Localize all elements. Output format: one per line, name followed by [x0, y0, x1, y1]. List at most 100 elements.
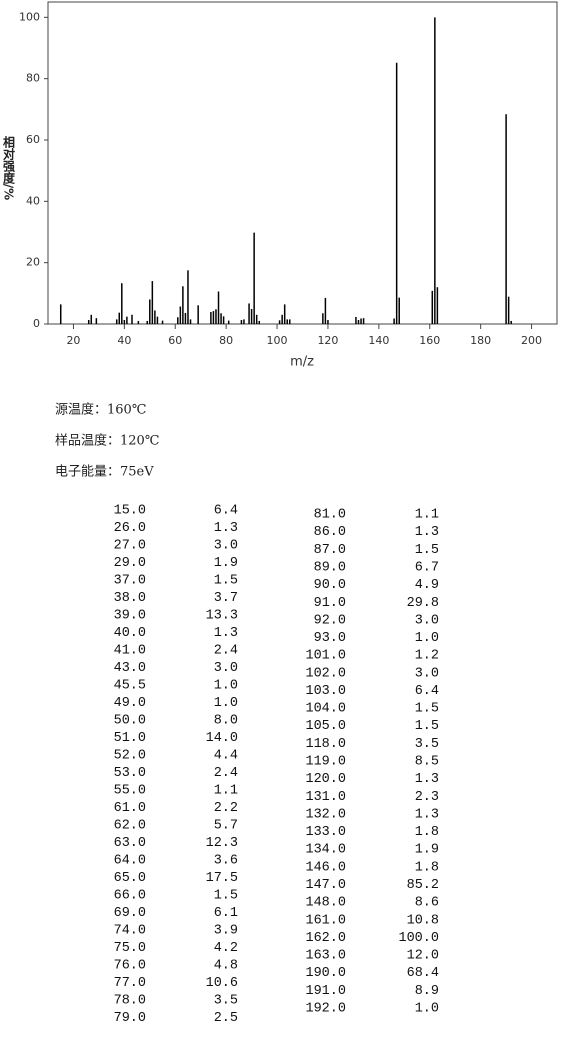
- mass-cell: 146.0: [305, 860, 346, 875]
- intensity-cell: 3.5: [214, 994, 238, 1009]
- intensity-cell: 1.3: [415, 807, 439, 822]
- mass-cell: 29.0: [114, 556, 146, 571]
- mass-cell: 51.0: [114, 731, 146, 746]
- intensity-cell: 2.2: [214, 801, 238, 816]
- mass-cell: 40.0: [114, 626, 146, 641]
- intensity-cell: 85.2: [407, 878, 439, 893]
- x-axis-label: m/z: [290, 355, 314, 370]
- intensity-cell: 1.3: [415, 525, 439, 540]
- x-tick-label: 160: [419, 334, 440, 347]
- y-tick-label: 0: [33, 317, 40, 330]
- mass-cell: 43.0: [114, 661, 146, 676]
- mass-cell: 79.0: [114, 1011, 146, 1026]
- mass-cell: 45.5: [114, 679, 146, 694]
- mass-cell: 191.0: [305, 984, 346, 999]
- intensity-cell: 17.5: [206, 871, 238, 886]
- plot-frame: [47, 1, 558, 325]
- intensity-cell: 6.4: [415, 684, 439, 699]
- y-tick-label: 100: [19, 10, 40, 23]
- mass-cell: 75.0: [114, 941, 146, 956]
- intensity-cell: 1.5: [415, 719, 439, 734]
- intensity-cell: 2.4: [214, 644, 238, 659]
- mass-cell: 103.0: [305, 684, 346, 699]
- mass-cell: 92.0: [314, 613, 346, 628]
- intensity-cell: 1.8: [415, 825, 439, 840]
- mass-cell: 65.0: [114, 871, 146, 886]
- intensity-cell: 3.0: [415, 666, 439, 681]
- intensity-cell: 6.1: [214, 906, 238, 921]
- mass-cell: 49.0: [114, 696, 146, 711]
- intensity-cell: 1.3: [214, 626, 238, 641]
- intensity-cell: 1.3: [415, 772, 439, 787]
- mass-cell: 118.0: [305, 737, 346, 752]
- x-tick-label: 100: [267, 334, 288, 347]
- intensity-cell: 6.7: [415, 560, 439, 575]
- intensity-cell: 3.7: [214, 591, 238, 606]
- intensity-cell: 8.0: [214, 714, 238, 729]
- intensity-cell: 2.5: [214, 1011, 238, 1026]
- mass-cell: 102.0: [305, 666, 346, 681]
- mass-cell: 90.0: [314, 578, 346, 593]
- intensity-cell: 4.9: [415, 578, 439, 593]
- y-axis-label: 相对强度/%: [2, 134, 16, 200]
- mass-cell: 134.0: [305, 843, 346, 858]
- intensity-cell: 1.0: [415, 631, 439, 646]
- mass-cell: 15.0: [114, 504, 146, 519]
- intensity-cell: 3.5: [415, 737, 439, 752]
- intensity-cell: 1.5: [415, 702, 439, 717]
- mass-cell: 69.0: [114, 906, 146, 921]
- intensity-cell: 10.8: [407, 913, 439, 928]
- mass-cell: 64.0: [114, 854, 146, 869]
- mass-cell: 89.0: [314, 560, 346, 575]
- intensity-cell: 14.0: [206, 731, 238, 746]
- intensity-cell: 8.9: [415, 984, 439, 999]
- intensity-cell: 2.4: [214, 766, 238, 781]
- mass-cell: 133.0: [305, 825, 346, 840]
- y-tick-label: 40: [26, 194, 40, 207]
- mass-cell: 87.0: [314, 543, 346, 558]
- intensity-cell: 1.1: [415, 508, 439, 523]
- intensity-cell: 12.3: [206, 836, 238, 851]
- info-line: 源温度：160℃: [55, 402, 146, 418]
- intensity-cell: 1.9: [214, 556, 238, 571]
- mass-cell: 161.0: [305, 913, 346, 928]
- intensity-cell: 1.5: [415, 543, 439, 558]
- mass-cell: 101.0: [305, 649, 346, 664]
- info-line: 电子能量：75eV: [55, 465, 154, 480]
- intensity-cell: 8.6: [415, 896, 439, 911]
- mass-cell: 76.0: [114, 959, 146, 974]
- intensity-cell: 29.8: [407, 596, 439, 611]
- x-tick-label: 60: [168, 334, 182, 347]
- intensity-cell: 2.3: [415, 790, 439, 805]
- intensity-cell: 8.5: [415, 755, 439, 770]
- intensity-cell: 3.6: [214, 854, 238, 869]
- mass-cell: 74.0: [114, 924, 146, 939]
- mass-cell: 66.0: [114, 889, 146, 904]
- mass-cell: 38.0: [114, 591, 146, 606]
- mass-cell: 61.0: [114, 801, 146, 816]
- mass-cell: 190.0: [305, 966, 346, 981]
- mass-cell: 162.0: [305, 931, 346, 946]
- mass-cell: 104.0: [305, 702, 346, 717]
- y-tick-label: 60: [26, 133, 40, 146]
- mass-cell: 131.0: [305, 790, 346, 805]
- intensity-cell: 5.7: [214, 819, 238, 834]
- intensity-cell: 1.9: [415, 843, 439, 858]
- x-tick-label: 140: [368, 334, 389, 347]
- intensity-cell: 1.8: [415, 860, 439, 875]
- intensity-cell: 1.0: [214, 696, 238, 711]
- intensity-cell: 4.8: [214, 959, 238, 974]
- mass-cell: 55.0: [114, 784, 146, 799]
- intensity-cell: 3.0: [214, 539, 238, 554]
- intensity-cell: 1.2: [415, 649, 439, 664]
- mass-cell: 148.0: [305, 896, 346, 911]
- mass-cell: 37.0: [114, 574, 146, 589]
- mass-cell: 119.0: [305, 755, 346, 770]
- mass-cell: 91.0: [314, 596, 346, 611]
- mass-cell: 52.0: [114, 749, 146, 764]
- mass-cell: 192.0: [305, 1001, 346, 1016]
- mass-cell: 53.0: [114, 766, 146, 781]
- intensity-cell: 1.3: [214, 521, 238, 536]
- x-tick-label: 120: [317, 334, 338, 347]
